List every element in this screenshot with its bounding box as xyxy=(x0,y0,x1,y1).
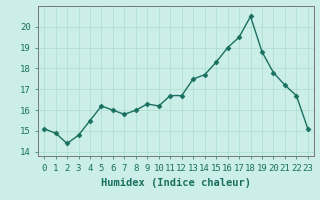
X-axis label: Humidex (Indice chaleur): Humidex (Indice chaleur) xyxy=(101,178,251,188)
